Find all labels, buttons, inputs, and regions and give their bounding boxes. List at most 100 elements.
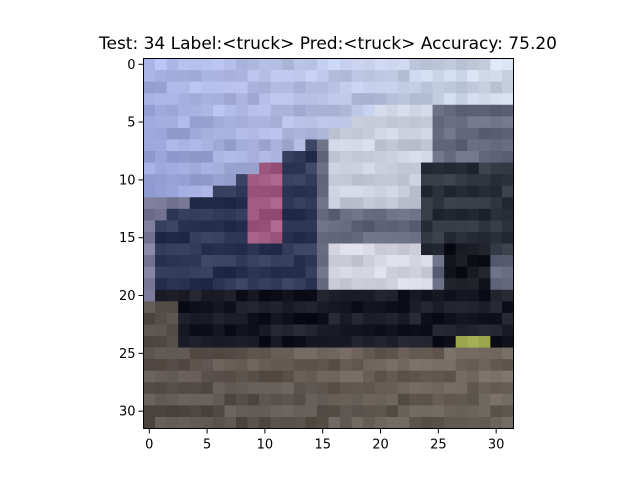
image-pixel <box>305 197 318 210</box>
image-pixel <box>328 255 341 268</box>
image-pixel <box>178 127 191 140</box>
image-pixel <box>328 416 341 429</box>
image-pixel <box>455 104 468 117</box>
image-pixel <box>305 336 318 348</box>
image-pixel <box>409 416 422 429</box>
image-pixel <box>178 151 191 163</box>
image-pixel <box>478 312 491 325</box>
image-pixel <box>316 127 329 140</box>
image-pixel <box>328 370 341 383</box>
image-pixel <box>305 359 318 372</box>
image-pixel <box>247 185 260 198</box>
pixel-image <box>143 58 514 429</box>
image-pixel <box>328 289 341 302</box>
image-pixel <box>189 81 202 94</box>
image-pixel <box>386 382 399 395</box>
image-pixel <box>201 359 214 372</box>
image-pixel <box>178 104 191 117</box>
image-pixel <box>409 162 422 175</box>
image-pixel <box>236 336 248 348</box>
image-pixel <box>259 174 272 187</box>
image-pixel <box>201 255 214 268</box>
image-pixel <box>236 278 248 291</box>
image-pixel <box>409 185 422 198</box>
image-pixel <box>247 278 260 291</box>
image-pixel <box>397 266 410 279</box>
image-pixel <box>293 139 306 152</box>
image-pixel <box>386 197 399 210</box>
image-pixel <box>340 266 353 279</box>
image-pixel <box>351 393 364 406</box>
image-pixel <box>224 416 237 429</box>
image-pixel <box>421 185 433 198</box>
image-pixel <box>409 116 422 129</box>
image-pixel <box>421 197 433 210</box>
image-pixel <box>270 370 283 383</box>
image-pixel <box>328 405 341 418</box>
image-pixel <box>155 174 168 187</box>
image-pixel <box>178 81 191 94</box>
image-pixel <box>467 208 480 221</box>
image-pixel <box>351 58 364 71</box>
image-pixel <box>432 208 445 221</box>
image-pixel <box>432 70 445 83</box>
image-pixel <box>328 382 341 395</box>
image-pixel <box>490 243 503 256</box>
image-pixel <box>189 324 202 337</box>
image-pixel <box>421 127 433 140</box>
image-pixel <box>305 70 318 83</box>
image-pixel <box>397 70 410 83</box>
image-pixel <box>259 405 272 418</box>
image-pixel <box>259 81 272 94</box>
image-pixel <box>340 359 353 372</box>
image-pixel <box>166 127 179 140</box>
image-pixel <box>409 231 422 244</box>
image-pixel <box>340 382 353 395</box>
image-pixel <box>351 174 364 187</box>
image-pixel <box>386 58 399 71</box>
image-pixel <box>166 393 179 406</box>
image-pixel <box>155 359 168 372</box>
image-pixel <box>328 393 341 406</box>
image-pixel <box>421 255 433 268</box>
image-pixel <box>293 289 306 302</box>
image-pixel <box>363 289 376 302</box>
image-pixel <box>212 116 225 129</box>
image-pixel <box>247 266 260 279</box>
image-pixel <box>282 393 295 406</box>
image-pixel <box>143 208 156 221</box>
image-pixel <box>421 104 433 117</box>
image-pixel <box>397 336 410 348</box>
image-pixel <box>201 243 214 256</box>
image-pixel <box>282 208 295 221</box>
image-pixel <box>236 405 248 418</box>
image-pixel <box>386 151 399 163</box>
image-pixel <box>247 324 260 337</box>
image-pixel <box>397 382 410 395</box>
image-pixel <box>305 185 318 198</box>
image-pixel <box>432 151 445 163</box>
image-pixel <box>351 116 364 129</box>
image-pixel <box>224 127 237 140</box>
image-pixel <box>501 139 514 152</box>
image-pixel <box>444 393 457 406</box>
image-pixel <box>293 220 306 233</box>
image-pixel <box>328 104 341 117</box>
image-pixel <box>328 81 341 94</box>
image-pixel <box>455 93 468 106</box>
image-pixel <box>305 162 318 175</box>
image-pixel <box>328 266 341 279</box>
image-pixel <box>201 81 214 94</box>
image-pixel <box>397 359 410 372</box>
image-pixel <box>421 58 433 71</box>
image-pixel <box>490 312 503 325</box>
image-pixel <box>178 58 191 71</box>
image-pixel <box>282 151 295 163</box>
image-pixel <box>444 255 457 268</box>
image-pixel <box>444 359 457 372</box>
image-pixel <box>212 151 225 163</box>
image-pixel <box>293 81 306 94</box>
image-pixel <box>236 162 248 175</box>
image-pixel <box>501 266 514 279</box>
image-pixel <box>293 416 306 429</box>
